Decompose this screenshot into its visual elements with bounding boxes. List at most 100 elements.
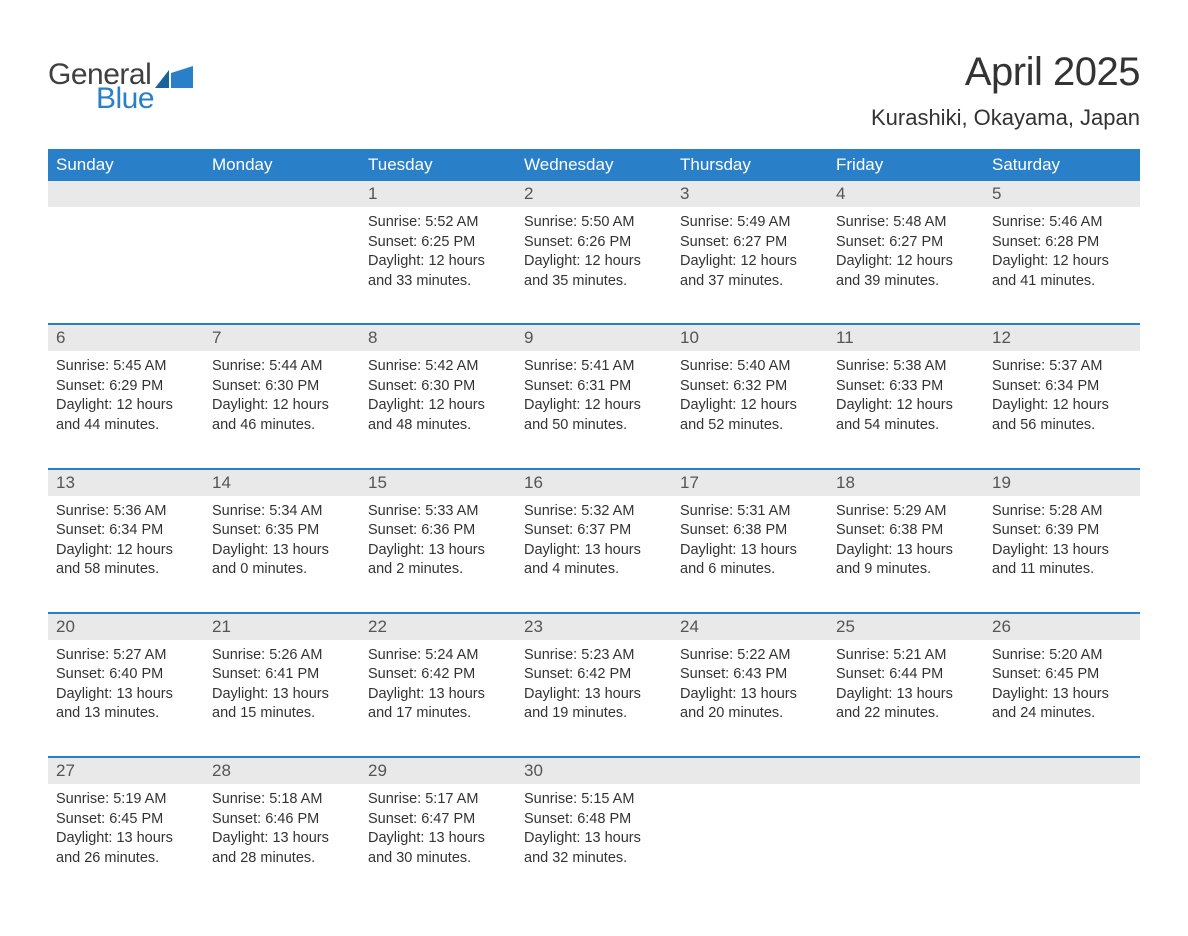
- logo-text-blue: Blue: [96, 84, 193, 114]
- title-location: Kurashiki, Okayama, Japan: [871, 105, 1140, 131]
- sunset-text: Sunset: 6:42 PM: [368, 665, 508, 685]
- day-number: 15: [360, 470, 516, 496]
- day-cell: Sunrise: 5:40 AMSunset: 6:32 PMDaylight:…: [672, 351, 828, 463]
- title-block: April 2025 Kurashiki, Okayama, Japan: [871, 50, 1140, 131]
- sunset-text: Sunset: 6:34 PM: [992, 377, 1132, 397]
- sunrise-text: Sunrise: 5:48 AM: [836, 213, 976, 233]
- daylight-text: Daylight: 12 hours and 41 minutes.: [992, 252, 1132, 291]
- day-number: [48, 181, 204, 207]
- sunrise-text: Sunrise: 5:34 AM: [212, 502, 352, 522]
- daylight-text: Daylight: 13 hours and 22 minutes.: [836, 685, 976, 724]
- day-cell: [204, 207, 360, 319]
- sunrise-text: Sunrise: 5:45 AM: [56, 357, 196, 377]
- daylight-text: Daylight: 12 hours and 50 minutes.: [524, 396, 664, 435]
- daylight-text: Daylight: 12 hours and 35 minutes.: [524, 252, 664, 291]
- sunset-text: Sunset: 6:45 PM: [992, 665, 1132, 685]
- sunrise-text: Sunrise: 5:50 AM: [524, 213, 664, 233]
- day-cell: Sunrise: 5:36 AMSunset: 6:34 PMDaylight:…: [48, 496, 204, 608]
- day-number: 20: [48, 614, 204, 640]
- sunrise-text: Sunrise: 5:37 AM: [992, 357, 1132, 377]
- day-cell: [672, 784, 828, 896]
- daylight-text: Daylight: 13 hours and 20 minutes.: [680, 685, 820, 724]
- weeks-container: 12345 Sunrise: 5:52 AMSunset: 6:25 PM Dayl…: [48, 181, 1140, 896]
- day-number: 14: [204, 470, 360, 496]
- day-cell: Sunrise: 5:20 AMSunset: 6:45 PMDaylight:…: [984, 640, 1140, 752]
- day-cell: Sunrise: 5:37 AMSunset: 6:34 PMDaylight:…: [984, 351, 1140, 463]
- day-number: 8: [360, 325, 516, 351]
- sunset-text: Sunset: 6:36 PM: [368, 521, 508, 541]
- day-cell: Sunrise: 5:18 AMSunset: 6:46 PMDaylight:…: [204, 784, 360, 896]
- calendar: Sunday Monday Tuesday Wednesday Thursday…: [48, 149, 1140, 896]
- day-cell: Sunrise: 5:27 AMSunset: 6:40 PMDaylight:…: [48, 640, 204, 752]
- title-month: April 2025: [871, 50, 1140, 95]
- sunrise-text: Sunrise: 5:42 AM: [368, 357, 508, 377]
- sunset-text: Sunset: 6:27 PM: [836, 233, 976, 253]
- day-cell: Sunrise: 5:45 AMSunset: 6:29 PMDaylight:…: [48, 351, 204, 463]
- day-number: 22: [360, 614, 516, 640]
- day-number: 4: [828, 181, 984, 207]
- daylight-text: Daylight: 12 hours and 52 minutes.: [680, 396, 820, 435]
- sunrise-text: Sunrise: 5:23 AM: [524, 646, 664, 666]
- sunset-text: Sunset: 6:46 PM: [212, 810, 352, 830]
- day-cell: Sunrise: 5:21 AMSunset: 6:44 PMDaylight:…: [828, 640, 984, 752]
- daylight-text: Daylight: 13 hours and 30 minutes.: [368, 829, 508, 868]
- sunset-text: Sunset: 6:30 PM: [368, 377, 508, 397]
- daynum-row: 27282930: [48, 758, 1140, 784]
- sunrise-text: Sunrise: 5:41 AM: [524, 357, 664, 377]
- daylight-text: Daylight: 12 hours and 54 minutes.: [836, 396, 976, 435]
- day-cell: Sunrise: 5:24 AMSunset: 6:42 PMDaylight:…: [360, 640, 516, 752]
- daynum-row: 12345: [48, 181, 1140, 207]
- sunset-text: Sunset: 6:44 PM: [836, 665, 976, 685]
- weekday-header: Tuesday: [360, 149, 516, 181]
- day-cell: Sunrise: 5:41 AMSunset: 6:31 PMDaylight:…: [516, 351, 672, 463]
- weekday-header-row: Sunday Monday Tuesday Wednesday Thursday…: [48, 149, 1140, 181]
- daynum-row: 6789101112: [48, 325, 1140, 351]
- sunset-text: Sunset: 6:28 PM: [992, 233, 1132, 253]
- daylight-text: Daylight: 13 hours and 17 minutes.: [368, 685, 508, 724]
- sunrise-text: Sunrise: 5:21 AM: [836, 646, 976, 666]
- sunrise-text: Sunrise: 5:31 AM: [680, 502, 820, 522]
- sunset-text: Sunset: 6:40 PM: [56, 665, 196, 685]
- daylight-text: Daylight: 13 hours and 9 minutes.: [836, 541, 976, 580]
- day-cell: Sunrise: 5:32 AMSunset: 6:37 PMDaylight:…: [516, 496, 672, 608]
- day-number: 26: [984, 614, 1140, 640]
- sunset-text: Sunset: 6:25 PM: [368, 233, 508, 253]
- daylight-text: Daylight: 13 hours and 2 minutes.: [368, 541, 508, 580]
- sunrise-text: Sunrise: 5:32 AM: [524, 502, 664, 522]
- sunset-text: Sunset: 6:48 PM: [524, 810, 664, 830]
- sunset-text: Sunset: 6:34 PM: [56, 521, 196, 541]
- daylight-text: Daylight: 12 hours and 58 minutes.: [56, 541, 196, 580]
- sunrise-text: Sunrise: 5:17 AM: [368, 790, 508, 810]
- weekday-header: Sunday: [48, 149, 204, 181]
- daylight-text: Daylight: 13 hours and 26 minutes.: [56, 829, 196, 868]
- sunset-text: Sunset: 6:33 PM: [836, 377, 976, 397]
- daylight-text: Daylight: 12 hours and 46 minutes.: [212, 396, 352, 435]
- day-number: 27: [48, 758, 204, 784]
- daylight-text: Daylight: 12 hours and 48 minutes.: [368, 396, 508, 435]
- day-cell: Sunrise: 5:42 AMSunset: 6:30 PMDaylight:…: [360, 351, 516, 463]
- sunset-text: Sunset: 6:32 PM: [680, 377, 820, 397]
- day-cell: Sunrise: 5:50 AMSunset: 6:26 PMDaylight:…: [516, 207, 672, 319]
- day-number: 1: [360, 181, 516, 207]
- day-cell: [828, 784, 984, 896]
- sunset-text: Sunset: 6:45 PM: [56, 810, 196, 830]
- week-content-row: Sunrise: 5:19 AMSunset: 6:45 PMDaylight:…: [48, 784, 1140, 896]
- daylight-text: Daylight: 13 hours and 0 minutes.: [212, 541, 352, 580]
- flag-icon: [155, 66, 193, 88]
- sunrise-text: Sunrise: 5:44 AM: [212, 357, 352, 377]
- day-number: 10: [672, 325, 828, 351]
- sunrise-text: Sunrise: 5:20 AM: [992, 646, 1132, 666]
- day-number: 11: [828, 325, 984, 351]
- sunset-text: Sunset: 6:37 PM: [524, 521, 664, 541]
- sunset-text: Sunset: 6:38 PM: [836, 521, 976, 541]
- day-cell: Sunrise: 5:22 AMSunset: 6:43 PMDaylight:…: [672, 640, 828, 752]
- day-number: 16: [516, 470, 672, 496]
- day-cell: Sunrise: 5:29 AMSunset: 6:38 PMDaylight:…: [828, 496, 984, 608]
- day-cell: Sunrise: 5:23 AMSunset: 6:42 PMDaylight:…: [516, 640, 672, 752]
- daylight-text: Daylight: 12 hours and 37 minutes.: [680, 252, 820, 291]
- day-number: 19: [984, 470, 1140, 496]
- sunrise-text: Sunrise: 5:49 AM: [680, 213, 820, 233]
- sunrise-text: Sunrise: 5:52 AM: [368, 213, 508, 233]
- day-number: 24: [672, 614, 828, 640]
- sunrise-text: Sunrise: 5:22 AM: [680, 646, 820, 666]
